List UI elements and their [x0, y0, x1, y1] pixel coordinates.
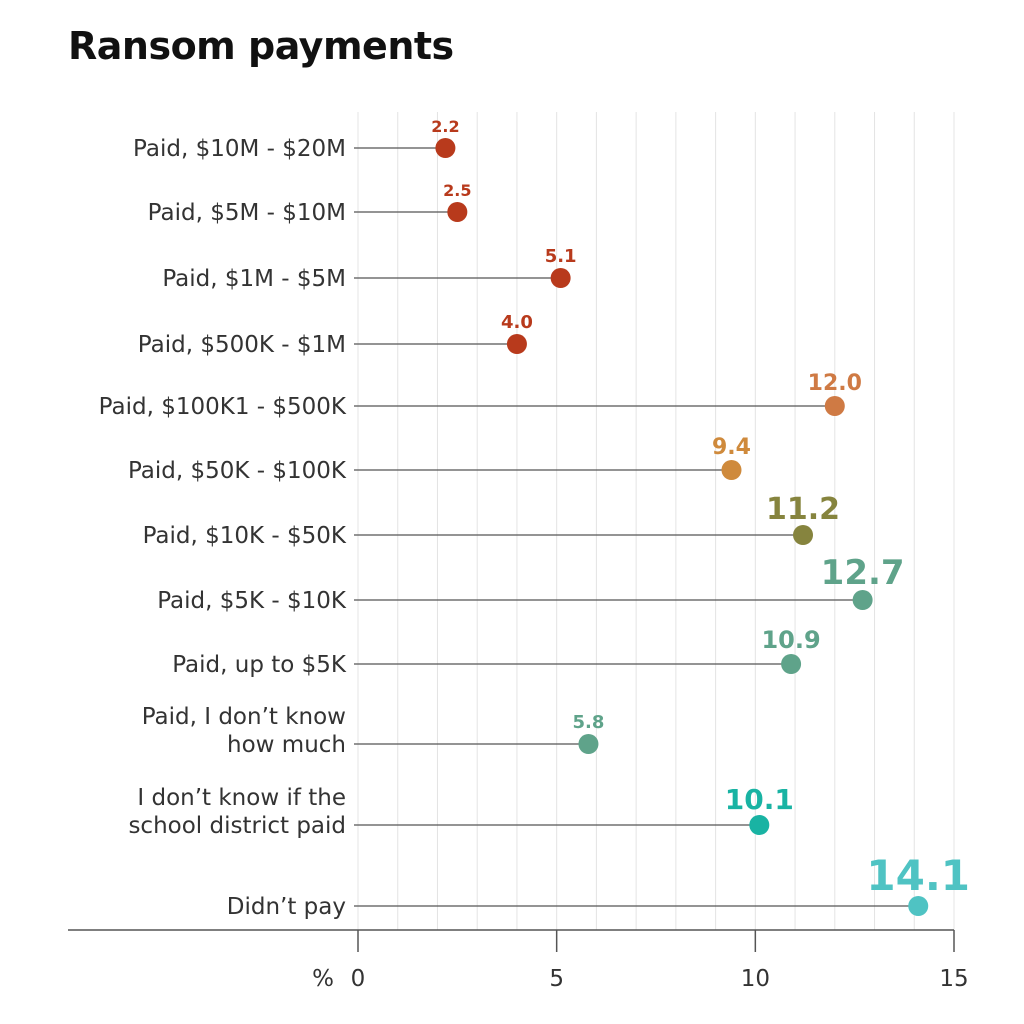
- data-point: [447, 202, 468, 222]
- category-label: Paid, $500K - $1M: [138, 332, 346, 358]
- x-tick-label: 5: [549, 966, 564, 992]
- category-label: Paid, $5K - $10K: [157, 588, 347, 614]
- x-tick-label: 15: [939, 966, 968, 992]
- x-axis-unit-label: %: [312, 966, 334, 992]
- value-label: 11.2: [766, 492, 840, 527]
- value-labels: 2.2 2.5 5.1 4.0 12.0 9.4 11.2 12.7 10.9 5.8 10.1 14…: [431, 117, 970, 900]
- data-point: [793, 525, 814, 545]
- data-point: [721, 460, 742, 480]
- data-point: [781, 654, 802, 674]
- value-label: 9.4: [712, 435, 751, 460]
- category-label: Paid, $50K - $100K: [128, 458, 347, 484]
- value-label: 2.5: [443, 181, 471, 200]
- value-label: 12.0: [808, 371, 862, 396]
- data-point: [749, 815, 770, 835]
- data-point: [824, 396, 845, 416]
- category-label: Paid, $5M - $10M: [148, 200, 346, 226]
- data-point: [908, 896, 929, 916]
- value-label: 14.1: [866, 851, 970, 900]
- x-tick-label: 0: [351, 966, 366, 992]
- category-label: I don’t know if the: [137, 785, 346, 811]
- data-point: [435, 138, 456, 158]
- data-point: [852, 590, 873, 610]
- value-label: 5.8: [573, 712, 605, 733]
- value-label: 2.2: [431, 117, 459, 136]
- category-labels: Paid, $10M - $20M Paid, $5M - $10M Paid, $…: [99, 136, 347, 920]
- category-label: Paid, up to $5K: [172, 652, 347, 678]
- stems: [354, 147, 919, 907]
- data-point: [550, 268, 571, 288]
- category-label: Paid, $10M - $20M: [133, 136, 346, 162]
- category-label: how much: [227, 732, 346, 758]
- value-label: 10.9: [761, 626, 820, 654]
- category-label: Didn’t pay: [227, 894, 346, 920]
- x-axis: 0 5 10 15%: [68, 929, 969, 992]
- value-label: 5.1: [545, 246, 577, 267]
- category-label: Paid, $100K1 - $500K: [99, 394, 347, 420]
- category-label: school district paid: [128, 813, 346, 839]
- category-label: Paid, $1M - $5M: [162, 266, 346, 292]
- chart-title: Ransom payments: [68, 24, 454, 68]
- data-point: [578, 734, 599, 754]
- data-point: [506, 334, 527, 354]
- x-tick-label: 10: [741, 966, 770, 992]
- value-label: 4.0: [501, 312, 533, 333]
- category-label: Paid, $10K - $50K: [143, 523, 347, 549]
- value-label: 12.7: [821, 553, 905, 593]
- value-label: 10.1: [725, 783, 794, 816]
- gridlines: [357, 112, 955, 930]
- category-label: Paid, I don’t know: [142, 704, 346, 730]
- data-points: [435, 138, 929, 916]
